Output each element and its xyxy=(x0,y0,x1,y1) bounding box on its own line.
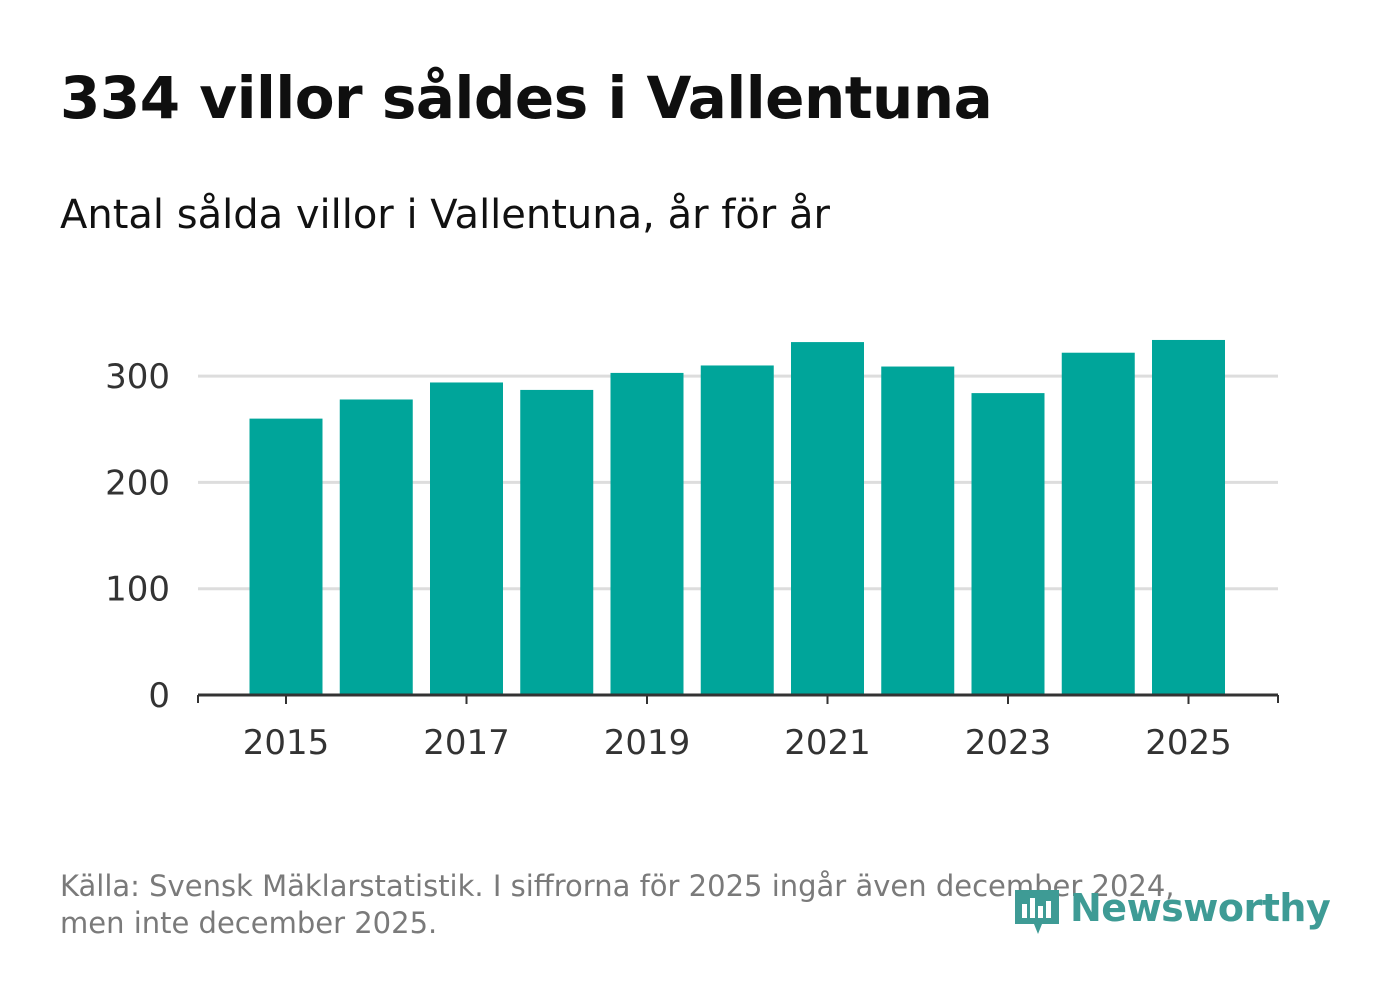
bar-2015 xyxy=(249,418,323,695)
y-tick-label-100: 100 xyxy=(105,570,170,610)
tick-labels: 0 100 200 300 2015 2017 2019 2021 2023 2025 xyxy=(105,357,1232,763)
bar-2019 xyxy=(610,372,684,695)
bar-2016 xyxy=(339,399,413,695)
chart-title: 334 villor såldes i Vallentuna xyxy=(60,64,993,132)
y-tick-label-200: 200 xyxy=(105,463,170,503)
y-tick-label-0: 0 xyxy=(148,676,170,716)
source-note-line-2: men inte december 2025. xyxy=(60,906,438,940)
bars xyxy=(249,339,1225,695)
axes xyxy=(197,693,1279,704)
bar-2021 xyxy=(791,342,864,695)
bar-2018 xyxy=(520,389,594,695)
newsworthy-logo-icon xyxy=(1015,890,1059,934)
x-tick-label-2023: 2023 xyxy=(965,723,1052,763)
newsworthy-logo-text: Newsworthy xyxy=(1070,886,1331,930)
x-tick-label-2015: 2015 xyxy=(243,723,330,763)
source-note: Källa: Svensk Mäklarstatistik. I siffror… xyxy=(60,868,1320,942)
bar-2017 xyxy=(430,382,503,695)
x-tick-label-2021: 2021 xyxy=(784,723,871,763)
x-tick-label-2025: 2025 xyxy=(1145,723,1232,763)
x-tick-label-2019: 2019 xyxy=(604,723,691,763)
x-tick-label-2017: 2017 xyxy=(423,723,510,763)
bar-2024 xyxy=(1061,352,1135,695)
newsworthy-logo[interactable]: Newsworthy xyxy=(1012,876,1331,940)
chart-subtitle: Antal sålda villor i Vallentuna, år för … xyxy=(60,192,830,238)
bar-2025 xyxy=(1152,339,1225,695)
source-note-line-1: Källa: Svensk Mäklarstatistik. I siffror… xyxy=(60,869,1175,903)
bar-2020 xyxy=(700,365,774,695)
bar-2022 xyxy=(881,366,955,695)
y-tick-label-300: 300 xyxy=(105,357,170,397)
bar-2023 xyxy=(971,393,1045,695)
